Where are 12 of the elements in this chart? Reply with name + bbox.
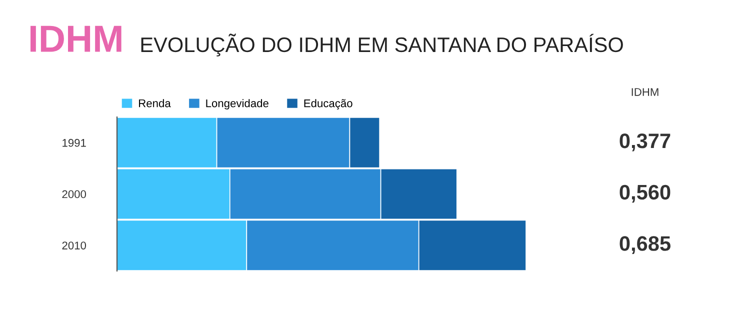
legend-label: Educação <box>304 99 352 110</box>
chart-title: EVOLUÇÃO DO IDHM EM SANTANA DO PARAÍSO <box>141 34 623 56</box>
text: 0,377 <box>620 134 670 152</box>
legend-label: Longevidade <box>206 99 268 110</box>
text: IDHM <box>30 26 122 52</box>
y-tick-label: 2010 <box>62 242 86 250</box>
legend-label: Renda <box>139 99 171 108</box>
y-tick-label: 1991 <box>62 138 86 147</box>
text: IDHM <box>632 88 658 96</box>
text: 0,685 <box>620 236 670 254</box>
y-tick-label: 2000 <box>62 190 86 198</box>
text: 0,560 <box>620 184 670 203</box>
